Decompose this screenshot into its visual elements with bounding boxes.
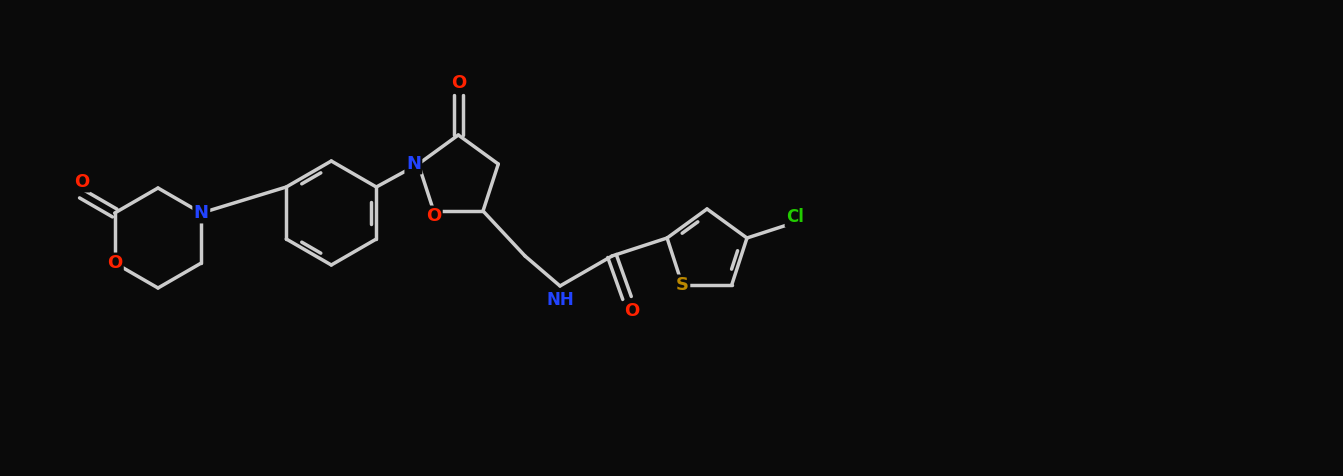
Text: O: O (74, 173, 90, 191)
Text: O: O (426, 207, 442, 225)
Text: O: O (624, 302, 639, 320)
Text: NH: NH (547, 291, 573, 309)
Text: O: O (451, 74, 466, 92)
Text: O: O (107, 254, 122, 272)
Text: Cl: Cl (786, 208, 804, 226)
Text: S: S (676, 276, 689, 294)
Text: N: N (406, 155, 420, 173)
Text: N: N (193, 204, 208, 222)
